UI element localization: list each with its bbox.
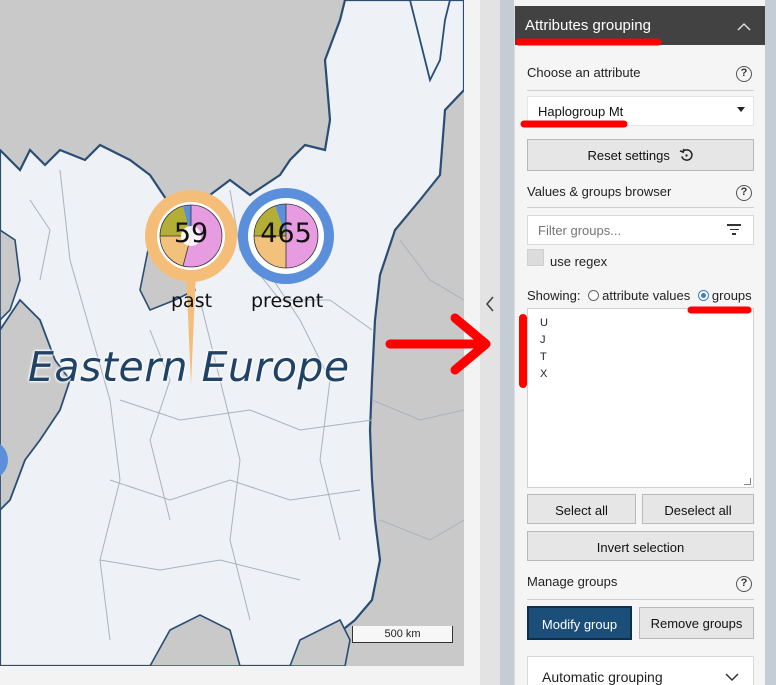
list-item[interactable]: J xyxy=(540,334,546,346)
deselect-all-button[interactable]: Deselect all xyxy=(642,494,754,524)
arctic-island xyxy=(409,0,451,83)
radio-attribute-values[interactable] xyxy=(588,290,600,301)
list-item[interactable]: U xyxy=(540,317,548,329)
help-icon-manage[interactable]: ? xyxy=(736,576,752,592)
cluster-label-past: past xyxy=(171,290,213,312)
use-regex-label: use regex xyxy=(550,254,608,269)
cluster-marker-partial[interactable] xyxy=(0,440,8,480)
land-eurasia xyxy=(0,0,464,666)
black-sea xyxy=(149,614,241,666)
region-label: Eastern Europe xyxy=(28,343,350,391)
select-all-button[interactable]: Select all xyxy=(527,494,636,524)
automatic-grouping-title: Automatic grouping xyxy=(542,669,663,685)
cluster-marker-past[interactable] xyxy=(145,190,237,282)
cluster-pointer xyxy=(186,270,196,385)
cluster-label-present: present xyxy=(251,290,324,312)
modify-group-button[interactable]: Modify group xyxy=(527,606,632,640)
reset-icon xyxy=(679,148,693,161)
collapse-panel-button[interactable] xyxy=(482,293,498,319)
showing-toggle: Showing: attribute values groups xyxy=(527,288,752,303)
values-groups-browser-title: Values & groups browser xyxy=(527,184,672,199)
panel-splitter[interactable] xyxy=(480,0,500,685)
attributes-grouping-panel: Attributes grouping Choose an attribute … xyxy=(514,6,765,685)
chevron-up-icon[interactable] xyxy=(737,22,751,32)
reset-settings-button[interactable]: Reset settings xyxy=(527,139,754,171)
filter-groups-input[interactable] xyxy=(527,215,754,245)
radio-groups[interactable] xyxy=(697,290,709,301)
baltic-sea xyxy=(0,298,72,512)
groups-listbox[interactable]: U J T X xyxy=(527,308,754,488)
list-item[interactable]: T xyxy=(540,351,547,363)
help-icon-attribute[interactable]: ? xyxy=(736,66,752,82)
divider xyxy=(527,207,754,208)
map-view[interactable]: 59 465 past present Eastern Europe 500 k… xyxy=(0,0,464,666)
divider xyxy=(527,90,754,91)
filter-icon[interactable] xyxy=(727,224,741,236)
list-item[interactable]: X xyxy=(540,368,548,380)
cluster-count-present: 465 xyxy=(260,218,312,249)
map-canvas[interactable] xyxy=(0,0,464,666)
scale-bar: 500 km xyxy=(352,626,453,643)
invert-selection-button[interactable]: Invert selection xyxy=(527,531,754,561)
chevron-down-icon xyxy=(725,673,739,682)
automatic-grouping-section[interactable]: Automatic grouping xyxy=(527,656,754,685)
resize-grip[interactable] xyxy=(744,478,751,485)
showing-label: Showing: xyxy=(527,288,581,303)
reset-settings-label: Reset settings xyxy=(587,148,670,163)
admin-borders xyxy=(29,169,464,641)
gulf-of-bothnia xyxy=(0,229,21,322)
attribute-select[interactable]: Haplogroup Mt xyxy=(527,96,754,126)
manage-groups-title: Manage groups xyxy=(527,574,618,589)
caret-down-icon xyxy=(737,107,745,112)
chevron-left-icon xyxy=(485,296,494,312)
radio-attribute-values-label[interactable]: attribute values xyxy=(602,288,691,303)
choose-attribute-title: Choose an attribute xyxy=(527,65,641,80)
attribute-select-value: Haplogroup Mt xyxy=(538,104,624,119)
map-bottom-strip xyxy=(0,666,480,685)
cluster-count-past: 59 xyxy=(173,218,209,249)
caspian-sea xyxy=(289,618,351,666)
radio-groups-label[interactable]: groups xyxy=(711,288,752,303)
cluster-marker-present[interactable] xyxy=(238,188,334,284)
panel-header[interactable]: Attributes grouping xyxy=(515,6,765,45)
panel-scroll-edge xyxy=(765,0,776,685)
divider xyxy=(527,599,754,600)
help-icon-browser[interactable]: ? xyxy=(736,185,752,201)
remove-groups-button[interactable]: Remove groups xyxy=(639,607,754,639)
panel-title: Attributes grouping xyxy=(525,17,651,34)
use-regex-checkbox[interactable] xyxy=(527,249,544,266)
panel-frame xyxy=(500,0,514,685)
